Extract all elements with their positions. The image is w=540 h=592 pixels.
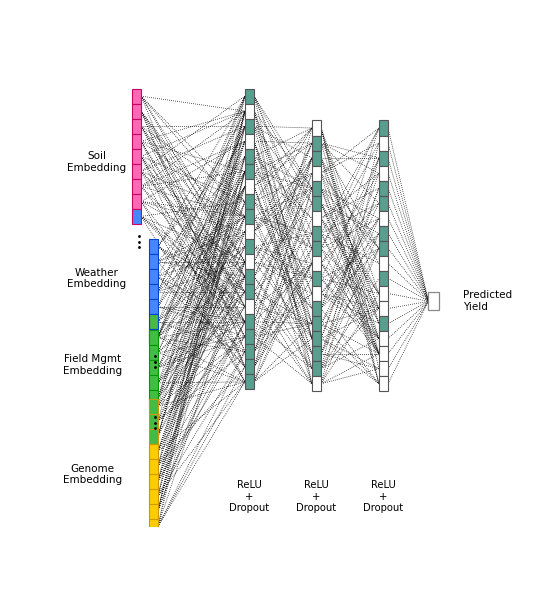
- Bar: [245, 104, 254, 118]
- Bar: [245, 224, 254, 239]
- Text: Predicted
Yield: Predicted Yield: [463, 291, 512, 312]
- Bar: [312, 136, 321, 150]
- Bar: [148, 414, 158, 429]
- Bar: [379, 377, 388, 391]
- Bar: [312, 181, 321, 196]
- Bar: [148, 269, 158, 284]
- Bar: [245, 284, 254, 299]
- Bar: [148, 345, 158, 361]
- Bar: [148, 489, 158, 504]
- Text: Genome
Embedding: Genome Embedding: [63, 464, 122, 485]
- Bar: [379, 166, 388, 181]
- Bar: [312, 316, 321, 331]
- Bar: [245, 118, 254, 134]
- Bar: [245, 134, 254, 149]
- Bar: [312, 241, 321, 256]
- Bar: [148, 254, 158, 269]
- Bar: [428, 292, 439, 310]
- Bar: [148, 429, 158, 443]
- Text: Weather
Embedding: Weather Embedding: [68, 268, 126, 289]
- Bar: [245, 299, 254, 314]
- Bar: [379, 361, 388, 377]
- Bar: [148, 504, 158, 519]
- Bar: [148, 443, 158, 459]
- Bar: [148, 375, 158, 390]
- Bar: [148, 239, 158, 254]
- Bar: [379, 150, 388, 166]
- Bar: [245, 269, 254, 284]
- Bar: [148, 519, 158, 534]
- Bar: [379, 241, 388, 256]
- Bar: [148, 314, 158, 329]
- Bar: [148, 329, 158, 345]
- Text: ReLU
+
Dropout: ReLU + Dropout: [296, 480, 336, 513]
- Bar: [379, 331, 388, 346]
- Bar: [312, 166, 321, 181]
- Bar: [379, 136, 388, 150]
- Bar: [132, 164, 141, 179]
- Bar: [132, 179, 141, 194]
- Bar: [148, 390, 158, 406]
- Bar: [379, 181, 388, 196]
- Text: ReLU
+
Dropout: ReLU + Dropout: [230, 480, 269, 513]
- Bar: [312, 121, 321, 136]
- Bar: [245, 374, 254, 390]
- Bar: [132, 134, 141, 149]
- Bar: [148, 459, 158, 474]
- Bar: [312, 331, 321, 346]
- Bar: [148, 284, 158, 299]
- Bar: [245, 254, 254, 269]
- Bar: [379, 121, 388, 136]
- Bar: [312, 346, 321, 361]
- Bar: [148, 398, 158, 414]
- Bar: [245, 149, 254, 164]
- Bar: [245, 359, 254, 374]
- Bar: [148, 474, 158, 489]
- Bar: [379, 346, 388, 361]
- Bar: [132, 89, 141, 104]
- Bar: [245, 209, 254, 224]
- Bar: [132, 194, 141, 209]
- Bar: [148, 361, 158, 375]
- Bar: [379, 226, 388, 241]
- Bar: [312, 286, 321, 301]
- Bar: [379, 316, 388, 331]
- Bar: [312, 150, 321, 166]
- Bar: [132, 118, 141, 134]
- Bar: [132, 149, 141, 164]
- Bar: [245, 194, 254, 209]
- Bar: [312, 211, 321, 226]
- Bar: [132, 209, 141, 224]
- Bar: [379, 256, 388, 271]
- Bar: [245, 329, 254, 345]
- Bar: [245, 179, 254, 194]
- Bar: [312, 226, 321, 241]
- Bar: [312, 377, 321, 391]
- Bar: [132, 104, 141, 118]
- Bar: [379, 271, 388, 286]
- Bar: [312, 256, 321, 271]
- Text: Soil
Embedding: Soil Embedding: [68, 152, 126, 173]
- Bar: [245, 314, 254, 329]
- Bar: [312, 361, 321, 377]
- Bar: [245, 239, 254, 254]
- Bar: [245, 89, 254, 104]
- Bar: [245, 164, 254, 179]
- Bar: [379, 286, 388, 301]
- Bar: [312, 196, 321, 211]
- Text: ReLU
+
Dropout: ReLU + Dropout: [363, 480, 403, 513]
- Bar: [148, 330, 158, 345]
- Bar: [379, 211, 388, 226]
- Bar: [379, 196, 388, 211]
- Bar: [379, 301, 388, 316]
- Bar: [312, 271, 321, 286]
- Bar: [148, 299, 158, 314]
- Bar: [312, 301, 321, 316]
- Text: Field Mgmt
Embedding: Field Mgmt Embedding: [63, 354, 122, 376]
- Bar: [245, 345, 254, 359]
